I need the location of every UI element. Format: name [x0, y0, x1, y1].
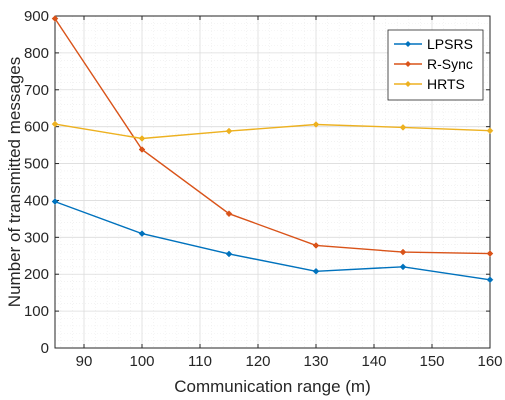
plot-frame: [54, 15, 491, 349]
legend-marker-hrts: [405, 81, 411, 87]
series-line-lpsrs: [54, 200, 491, 281]
data-point-lpsrs: [138, 230, 146, 237]
legend-label-lpsrs: LPSRS: [427, 36, 473, 52]
axis-ticks: 90 100 110 120 130 140 150 160 0 100 200 300 400 500 6…: [24, 8, 503, 370]
x-tick-label: 120: [245, 353, 270, 370]
x-tick-label: 110: [188, 353, 212, 370]
x-axis-label: Communication range (m): [174, 377, 371, 396]
data-point-lpsrs: [399, 263, 407, 271]
x-tick-label: 90: [76, 353, 93, 370]
legend-marker-r-sync: [405, 61, 411, 67]
minor-grid: [55, 16, 490, 348]
y-tick-label: 800: [24, 45, 49, 62]
y-axis-label: Number of transmitted messages: [5, 57, 24, 307]
data-point-hrts: [138, 135, 146, 142]
x-tick-label: 160: [477, 353, 502, 370]
data-point-lpsrs: [51, 198, 59, 205]
x-tick-label: 140: [361, 353, 386, 370]
x-tick-label: 130: [303, 353, 328, 370]
data-point-hrts: [399, 124, 407, 131]
y-tick-label: 700: [24, 82, 49, 99]
data-point-hrts: [51, 120, 59, 128]
y-tick-label: 900: [24, 8, 49, 25]
y-tick-label: 0: [41, 340, 49, 357]
y-tick-label: 500: [24, 156, 49, 173]
legend-marker-lpsrs: [405, 41, 411, 47]
x-tick-label: 150: [419, 353, 444, 370]
x-tick-label: 100: [129, 353, 154, 370]
data-point-lpsrs: [486, 276, 494, 284]
data-point-hrts: [486, 127, 494, 135]
y-tick-label: 300: [24, 229, 49, 246]
data-point-lpsrs: [225, 250, 233, 258]
y-tick-label: 200: [24, 266, 49, 283]
data-point-r-sync: [138, 146, 146, 153]
data-point-r-sync: [399, 248, 407, 256]
data-point-r-sync: [225, 210, 233, 218]
data-point-r-sync: [312, 242, 320, 249]
legend-label-r-sync: R-Sync: [427, 56, 473, 72]
data-point-lpsrs: [312, 267, 320, 275]
data-point-r-sync: [51, 15, 59, 22]
data-point-hrts: [225, 127, 233, 135]
series-lines: [51, 15, 494, 284]
legend-label-hrts: HRTS: [427, 76, 465, 92]
y-tick-label: 600: [24, 119, 49, 136]
y-tick-label: 400: [24, 192, 49, 209]
data-point-r-sync: [486, 250, 494, 257]
legend: LPSRS R-Sync HRTS: [387, 29, 484, 101]
series-line-hrts: [54, 123, 491, 140]
legend-box: [387, 29, 484, 101]
y-tick-label: 100: [24, 303, 49, 320]
series-line-r-sync: [54, 18, 491, 255]
data-point-hrts: [312, 121, 320, 128]
